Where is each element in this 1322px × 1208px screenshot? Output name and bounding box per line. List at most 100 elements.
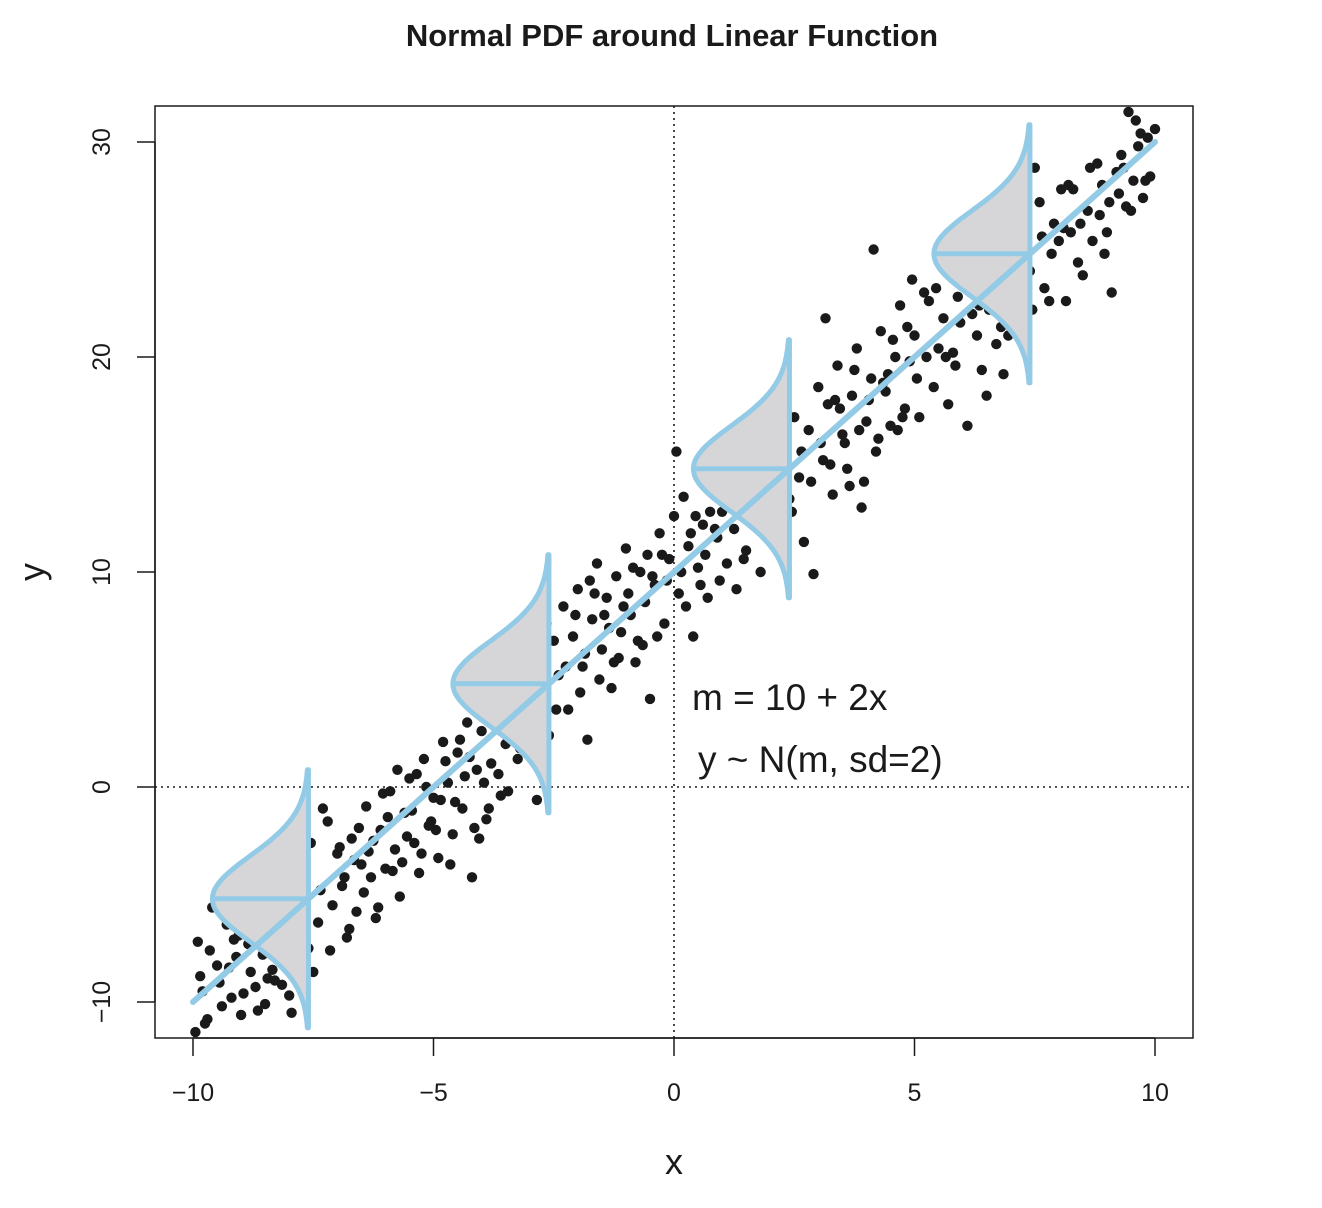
data-point [721,558,733,569]
data-point [601,592,612,603]
data-point [1072,257,1084,268]
data-point [551,704,562,715]
data-point [1044,295,1055,307]
data-point [844,480,855,492]
data-point [284,990,295,1001]
x-tick-label: 10 [1141,1079,1169,1107]
data-point [1142,132,1154,143]
data-point [411,768,422,780]
data-point [902,321,913,333]
data-point [346,833,357,844]
data-point [832,360,843,371]
data-point [502,786,514,797]
data-point [591,558,603,569]
data-point [1060,295,1072,307]
data-point [317,803,329,814]
data-point [584,575,595,586]
x-axis-label: x [665,1141,683,1182]
data-point [906,274,918,285]
data-point [478,777,490,788]
data-point [637,639,648,651]
data-point [688,631,699,642]
data-point [1039,283,1050,294]
data-point [599,609,610,621]
data-point [1034,197,1045,208]
data-point [793,472,805,483]
data-point [276,979,288,990]
data-point [685,528,696,539]
y-tick-label: 10 [88,558,116,586]
data-point [606,682,617,694]
data-point [837,429,848,440]
y-tick-label: 30 [88,128,116,156]
data-point [909,330,920,341]
data-point [459,771,470,782]
data-point [570,609,581,621]
data-point [262,973,273,984]
data-point [820,313,831,324]
data-point [858,476,870,487]
data-point [923,295,935,307]
annotation-mean-formula: m = 10 + 2x [692,677,888,718]
data-point [894,300,906,311]
data-point [971,330,983,341]
x-axis: −10 −5 0 5 10 [172,1037,1169,1107]
data-point [462,717,473,728]
data-point [825,459,836,470]
data-point [630,657,641,668]
data-point [334,842,345,853]
data-point [659,618,670,629]
data-point [668,510,680,522]
data-point [572,584,583,595]
data-point [195,971,206,982]
data-point [469,822,480,834]
data-point [512,753,523,765]
data-point [887,334,899,345]
data-point [1133,141,1144,152]
data-point [341,932,353,943]
data-point [447,829,458,840]
data-point [589,588,600,599]
data-point [358,887,369,898]
data-point [493,768,504,780]
data-point [842,463,853,474]
data-point [680,601,692,612]
data-point [702,592,713,603]
data-point [1068,184,1079,195]
data-point [652,631,663,642]
data-point [440,756,451,767]
data-point [252,1005,264,1016]
data-point [1106,287,1117,298]
data-point [226,992,237,1003]
data-point [1065,227,1077,238]
y-tick-label: −10 [88,981,116,1023]
data-point [216,1001,228,1012]
annotation-distribution: y ~ N(m, sd=2) [698,739,943,780]
data-point [808,568,819,580]
data-point [1104,197,1115,208]
data-point [620,543,632,554]
data-point [914,412,925,423]
data-point [856,502,867,513]
x-tick-label: 0 [667,1079,681,1107]
data-point [425,816,437,827]
data-point [245,966,256,978]
data-point [474,833,485,844]
data-point [866,373,877,384]
data-point [805,476,817,487]
data-point [457,803,468,814]
y-tick-label: 0 [88,780,116,794]
data-point [928,381,939,393]
data-point [228,934,240,945]
data-point [286,1007,297,1018]
mean-line [190,139,1158,1005]
data-point [449,796,461,808]
data-point [618,601,629,612]
data-point [803,424,814,436]
data-point [370,912,381,924]
data-point [875,326,886,337]
x-tick-label: 5 [908,1079,922,1107]
data-point [1123,106,1134,118]
data-point [654,528,665,539]
data-point [608,657,620,668]
